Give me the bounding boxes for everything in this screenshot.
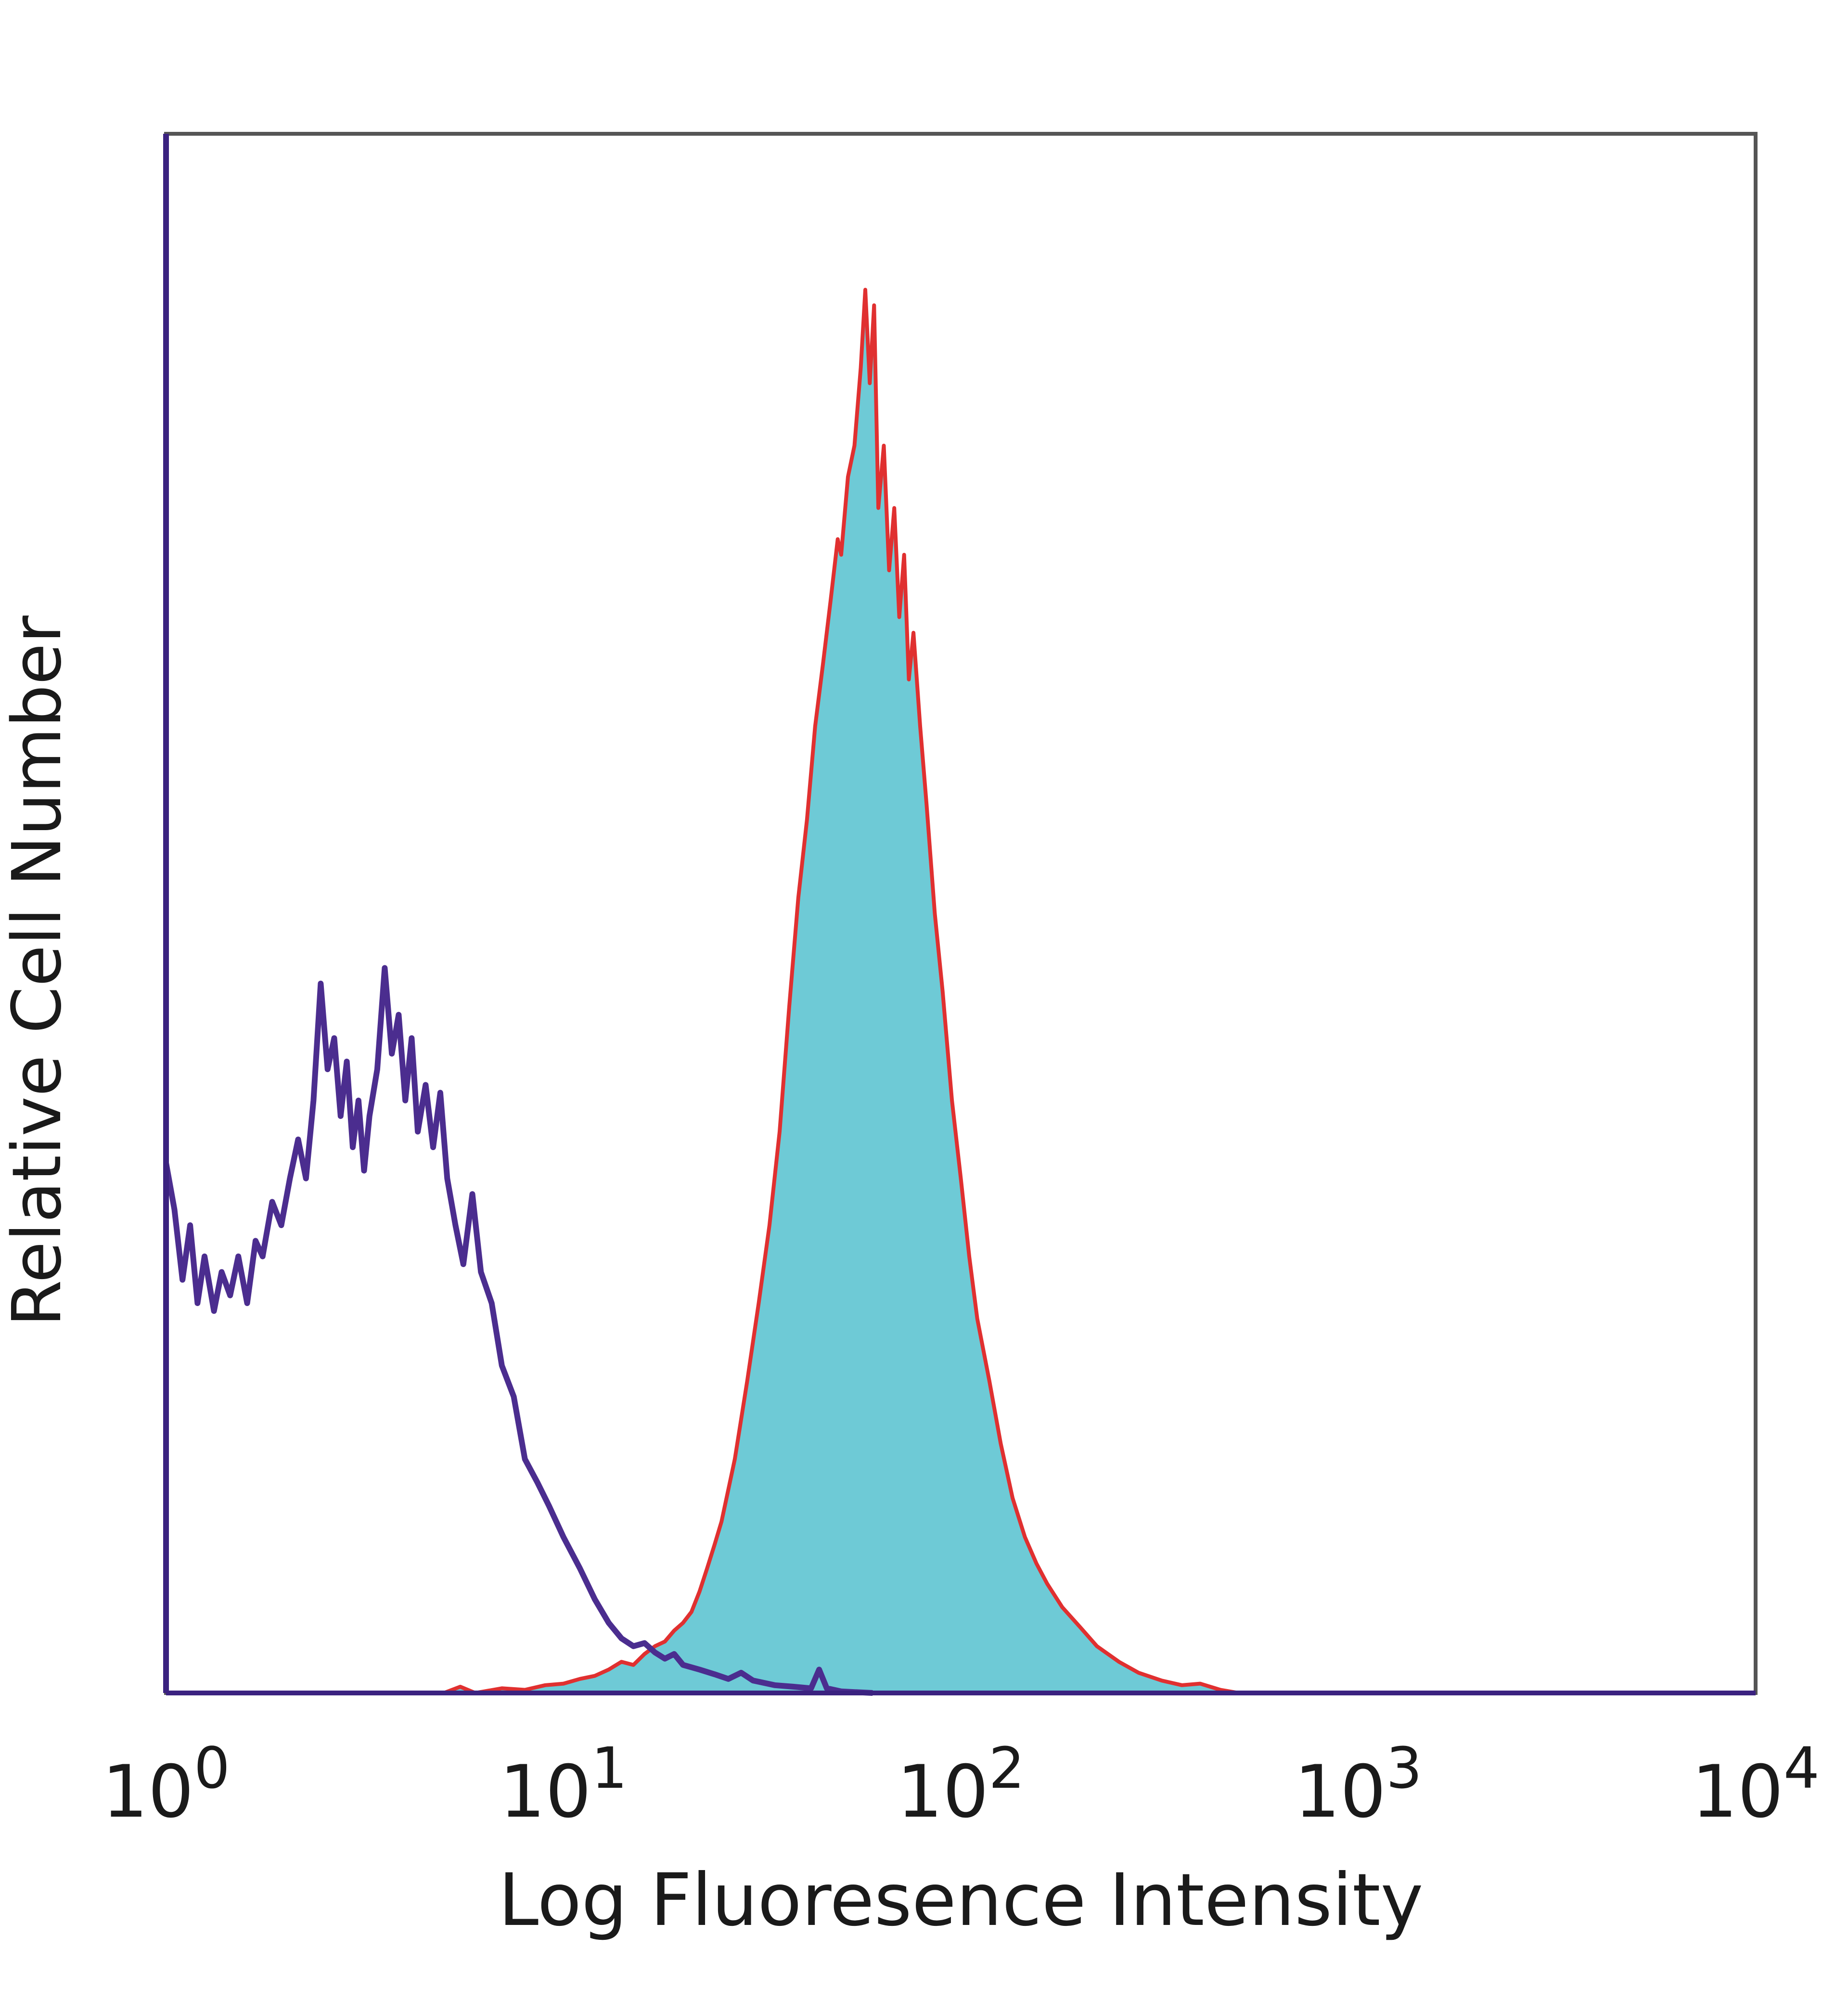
x-tick-label-1: 101 — [500, 1735, 628, 1834]
x-axis-title: Log Fluoresence Intensity — [499, 1859, 1424, 1942]
y-axis-title: Relative Cell Number — [0, 615, 77, 1327]
x-tick-label-4: 104 — [1692, 1735, 1820, 1834]
x-tick-label-0: 100 — [102, 1735, 230, 1834]
stained-histogram-line — [166, 288, 1239, 1695]
control-histogram-line — [163, 965, 873, 1696]
x-tick-label-2: 102 — [897, 1735, 1025, 1834]
stained-histogram-fill — [166, 290, 1239, 1693]
x-tick-label-3: 103 — [1294, 1735, 1422, 1834]
